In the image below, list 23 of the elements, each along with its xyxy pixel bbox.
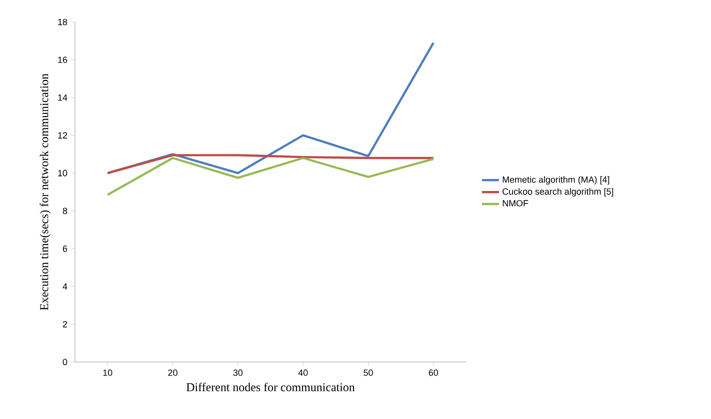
y-tick-label: 10 [58,170,68,176]
legend-label: NMOF [502,200,528,206]
y-tick-label: 4 [62,283,68,290]
y-axis-title: Execution time(secs) for network communication [40,74,51,310]
y-tick-label: 6 [62,245,68,252]
x-tick-label: 40 [298,370,308,376]
y-tick-label: 14 [58,94,68,101]
x-tick-label: 20 [168,370,178,376]
y-tick-label: 8 [62,208,68,214]
x-tick-label: 30 [233,370,243,376]
x-tick-label: 60 [428,370,438,376]
x-axis-title: Different nodes for communication [186,382,355,392]
y-tick-label: 12 [58,132,68,138]
y-tick-label: 18 [58,18,68,26]
x-tick-label: 10 [103,370,112,376]
y-tick-label: 0 [62,358,68,366]
line-series [106,156,435,196]
y-tick-label: 2 [62,321,68,328]
legend-label: Cuckoo search algorithm [5] [502,188,614,196]
line-series [106,154,435,174]
y-tick-label: 16 [58,56,68,63]
legend-label: Memetic algorithm (MA) [4] [502,176,610,184]
x-tick-label: 50 [364,370,373,376]
